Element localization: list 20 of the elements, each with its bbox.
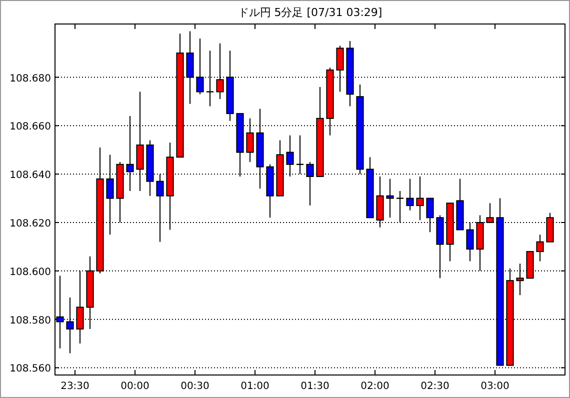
y-tick-label: 108.680 [10, 73, 51, 84]
y-tick-label: 108.560 [10, 364, 51, 375]
x-tick-label: 03:00 [480, 381, 510, 392]
x-tick-label: 23:30 [60, 381, 90, 392]
x-tick-label: 01:00 [240, 381, 270, 392]
y-tick-label: 108.580 [10, 315, 51, 326]
x-tick-label: 00:00 [120, 381, 150, 392]
candlestick [416, 176, 424, 221]
candlestick [536, 234, 544, 262]
y-tick-label: 108.660 [10, 122, 51, 133]
y-tick-label: 108.640 [10, 170, 51, 182]
chart-title: ドル円 5分足 [07/31 03:29] [238, 6, 382, 19]
x-tick-label: 02:30 [420, 381, 450, 392]
y-tick-label: 108.600 [10, 266, 51, 278]
candlestick [386, 178, 394, 218]
y-tick-label: 108.620 [10, 218, 51, 230]
candlestick [406, 178, 414, 211]
x-tick-label: 01:30 [300, 381, 330, 392]
x-tick-label: 02:00 [360, 381, 390, 392]
x-tick-label: 00:30 [180, 381, 210, 392]
